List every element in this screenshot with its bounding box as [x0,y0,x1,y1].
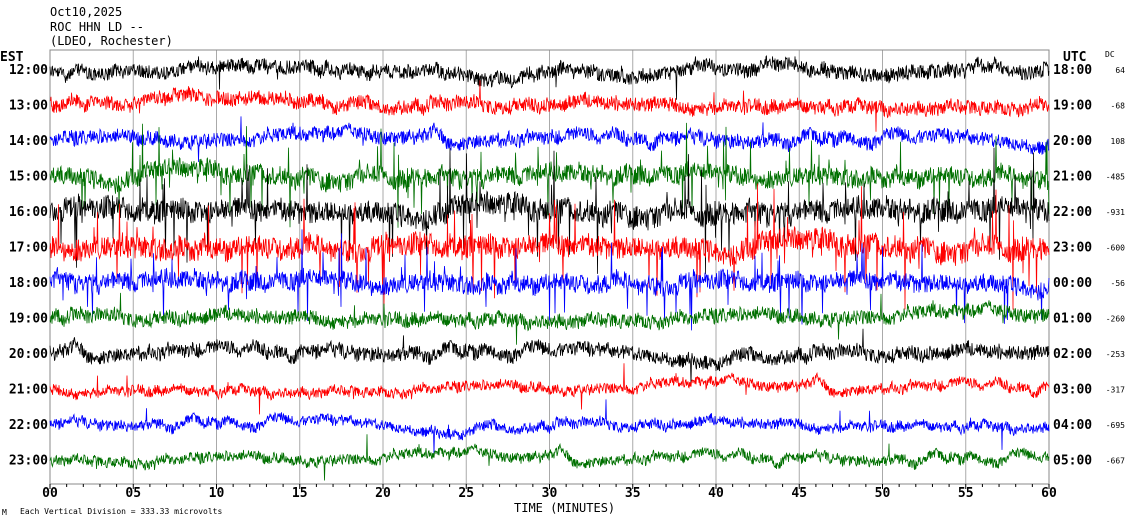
est-label: 18:00 [9,276,48,291]
utc-label: 21:00 [1053,170,1092,185]
x-axis-label: TIME (MINUTES) [514,501,615,515]
trace-row-1400 [49,116,1050,163]
utc-label: 05:00 [1053,454,1092,469]
dc-offset: -260 [1106,315,1125,324]
est-label: 13:00 [9,99,48,114]
est-label: 23:00 [9,454,48,469]
dc-offset: -931 [1106,208,1125,217]
dc-offset: -695 [1106,421,1125,430]
trace-row-1200 [49,55,1050,100]
station-label: ROC HHN LD -- [50,20,144,34]
dc-offset: 108 [1111,137,1126,146]
x-tick-label: 45 [791,486,807,501]
utc-label: 18:00 [1053,63,1092,78]
utc-label: 03:00 [1053,383,1092,398]
est-label: 15:00 [9,170,48,185]
x-tick-label: 50 [875,486,891,501]
est-label: 19:00 [9,312,48,327]
est-label: 12:00 [9,63,48,78]
utc-label: 23:00 [1053,241,1092,256]
utc-axis-title: UTC [1063,50,1086,65]
utc-label: 22:00 [1053,205,1092,220]
date-label: Oct10,2025 [50,5,122,19]
grid [132,50,967,484]
trace-row-2100 [49,363,1050,415]
x-tick-label: 25 [458,486,474,501]
est-label: 21:00 [9,383,48,398]
x-tick-label: 10 [209,486,225,501]
trace-row-1500 [49,122,1050,228]
utc-label: 00:00 [1053,276,1092,291]
dc-offset: -68 [1111,102,1126,111]
x-tick-label: 35 [625,486,641,501]
est-label: 22:00 [9,418,48,433]
utc-label: 20:00 [1053,134,1092,149]
trace-row-1900 [49,292,1050,345]
est-axis-title: EST [0,50,24,65]
x-tick-label: 20 [375,486,391,501]
x-tick-label: 40 [708,486,724,501]
x-tick-label: 00 [42,486,58,501]
utc-label: 04:00 [1053,418,1092,433]
est-label: 17:00 [9,241,48,256]
corner-mark: M [2,508,7,517]
x-tick-label: 05 [125,486,141,501]
traces [49,55,1050,481]
dc-offset: -56 [1111,279,1126,288]
est-label: 20:00 [9,347,48,362]
x-axis: 00 05 10 15 20 25 30 35 40 45 50 55 60 [42,484,1057,501]
trace-row-1800 [49,229,1050,331]
scale-note: Each Vertical Division = 333.33 microvol… [20,507,222,516]
dc-offset: -667 [1106,457,1125,466]
dc-offset: -253 [1106,350,1125,359]
utc-label: 19:00 [1053,99,1092,114]
dc-offset: -600 [1106,244,1125,253]
dc-title: DC [1105,50,1115,59]
dc-offset: -317 [1106,386,1125,395]
x-tick-label: 60 [1041,486,1057,501]
dc-offset: -485 [1106,173,1125,182]
utc-label: 01:00 [1053,312,1092,327]
utc-label: 02:00 [1053,347,1092,362]
trace-row-1300 [49,80,1050,132]
est-label: 16:00 [9,205,48,220]
trace-row-2200 [49,399,1050,455]
dc-offset: 64 [1115,66,1125,75]
est-label: 14:00 [9,134,48,149]
row-labels: 12:00 18:00 64 13:00 19:00 -68 14:00 20:00 108 15… [9,63,1125,469]
network-label: (LDEO, Rochester) [50,34,173,48]
x-tick-label: 55 [958,486,974,501]
trace-row-2000 [49,328,1050,386]
x-tick-label: 30 [542,486,558,501]
trace-row-2300 [49,434,1050,481]
x-tick-label: 15 [292,486,308,501]
